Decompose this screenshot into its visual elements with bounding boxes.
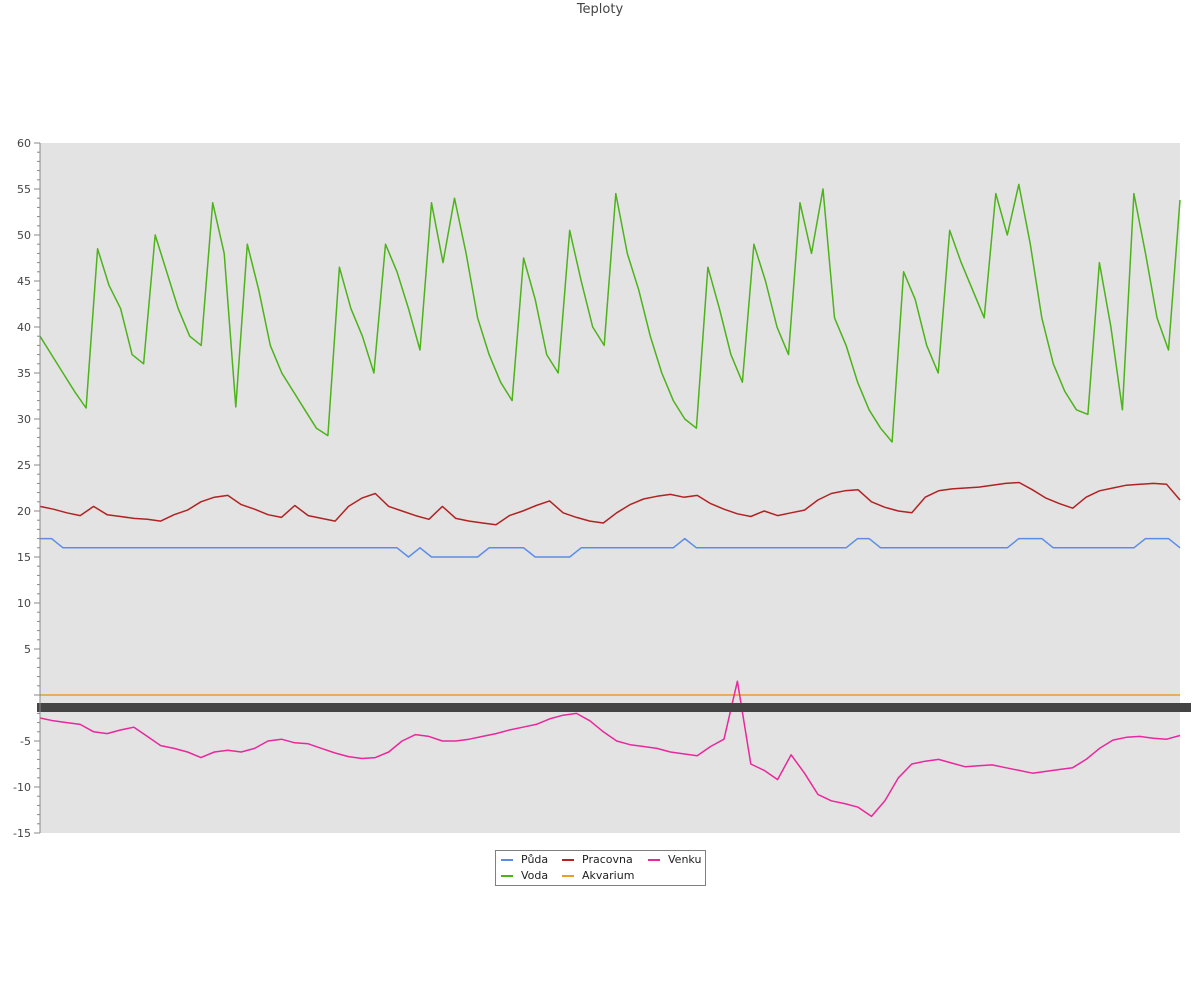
legend-swatch-venku — [648, 859, 660, 861]
legend-label-venku: Venku — [668, 853, 702, 866]
y-tick-label: 40 — [17, 321, 31, 334]
y-tick-label: 5 — [24, 643, 31, 656]
legend-swatch-pracovna — [562, 859, 574, 861]
legend: Půda Voda Pracovna Akvarium Venku — [495, 850, 706, 886]
series-layer — [39, 183, 1181, 818]
legend-swatch-akvarium — [562, 875, 574, 877]
y-tick-label: 25 — [17, 459, 31, 472]
chart-title: Teploty — [576, 2, 624, 17]
y-tick-label: 30 — [17, 413, 31, 426]
y-tick-label: -10 — [13, 781, 31, 794]
y-tick-label: 20 — [17, 505, 31, 518]
y-tick-label: 35 — [17, 367, 31, 380]
legend-swatch-puda — [501, 859, 513, 861]
y-tick-label: 55 — [17, 183, 31, 196]
y-tick-label: -5 — [20, 735, 31, 748]
y-tick-label: 60 — [17, 137, 31, 150]
legend-label-akvarium: Akvarium — [582, 869, 635, 882]
legend-label-puda: Půda — [521, 853, 549, 866]
plot-background — [40, 143, 1180, 833]
y-tick-label: 50 — [17, 229, 31, 242]
legend-label-pracovna: Pracovna — [582, 853, 633, 866]
y-tick-label: 15 — [17, 551, 31, 564]
zero-band — [37, 703, 1191, 712]
y-tick-label: 10 — [17, 597, 31, 610]
series-line-4 — [39, 680, 1181, 818]
series-line-0 — [40, 537, 1181, 558]
y-tick-label: 45 — [17, 275, 31, 288]
legend-label-voda: Voda — [521, 869, 549, 882]
series-line-1 — [39, 183, 1181, 443]
y-axis-tick-labels: -15 -10 -5 5 10 15 20 25 30 35 40 45 50 55 60 — [13, 137, 31, 840]
legend-swatch-voda — [501, 875, 513, 877]
y-tick-label: -15 — [13, 827, 31, 840]
y-axis-minor-ticks — [34, 142, 40, 834]
series-line-2 — [39, 481, 1181, 526]
